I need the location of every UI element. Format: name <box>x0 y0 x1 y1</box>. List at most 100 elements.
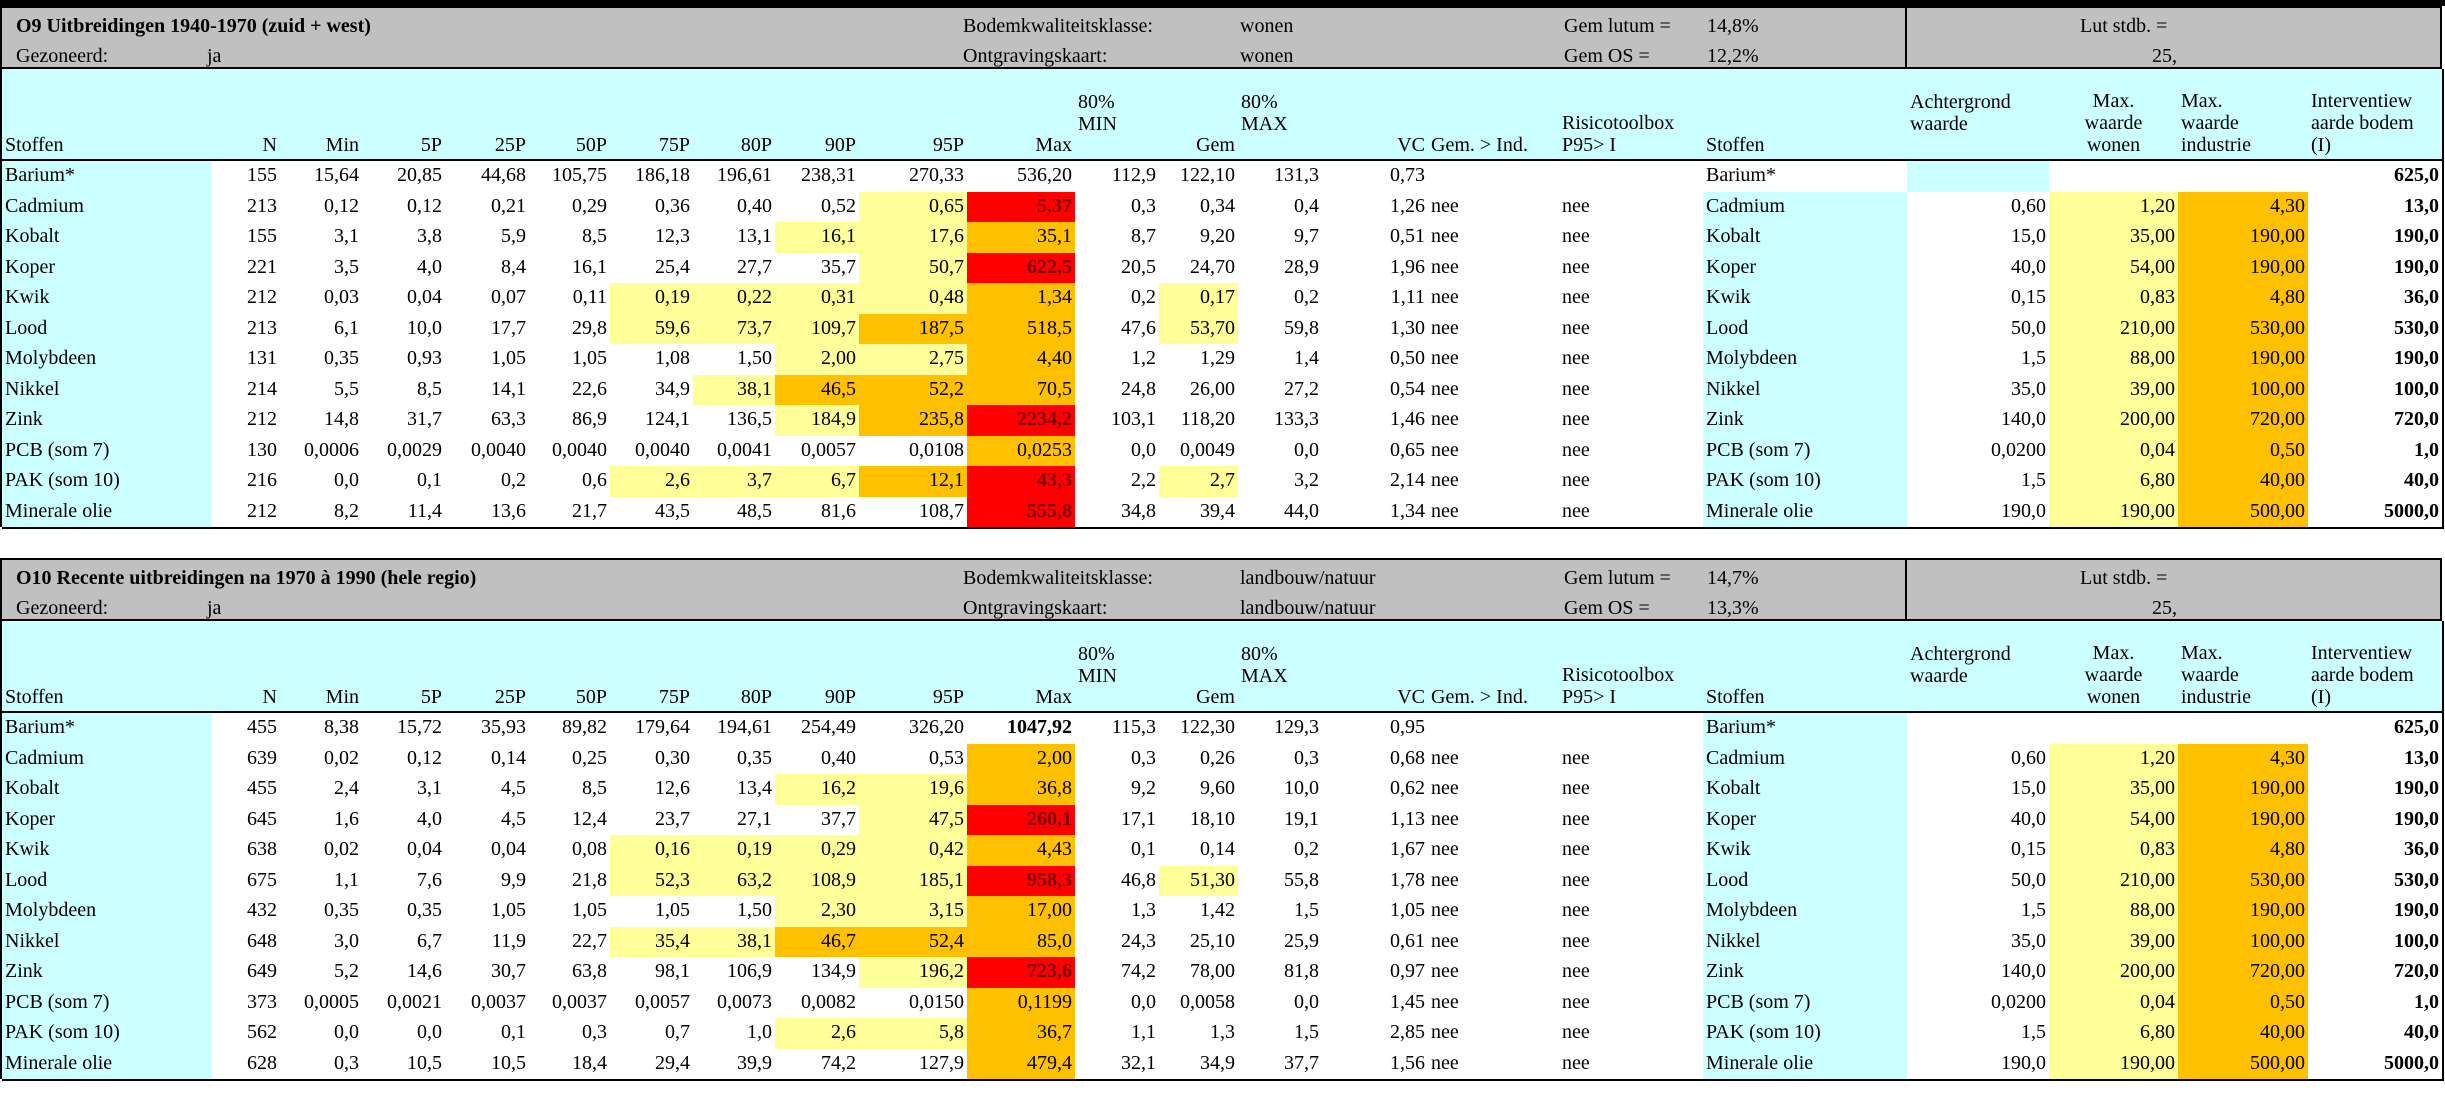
table-cell: 100,0 <box>2308 926 2444 959</box>
klasse: landbouw/natuur <box>1240 567 1376 589</box>
table-cell: nee <box>1428 774 1561 807</box>
table-cell: 25,10 <box>1159 926 1240 959</box>
table-cell: 16,1 <box>775 222 861 255</box>
table-cell: 0,04 <box>2049 987 2180 1020</box>
table-cell: 0,35 <box>280 896 364 929</box>
table-cell: 190,00 <box>2049 496 2180 529</box>
table-cell: Lood <box>1703 313 1909 346</box>
table-cell: 0,61 <box>1322 926 1430 959</box>
table-cell: 74,2 <box>775 1048 861 1081</box>
table-cell: 1,56 <box>1322 1048 1430 1081</box>
table-cell: 0,65 <box>859 191 969 224</box>
table-cell: 40,0 <box>1907 804 2051 837</box>
table-cell: 29,8 <box>529 313 612 346</box>
table-cell: 34,8 <box>1075 496 1161 529</box>
table-cell: 235,8 <box>859 405 969 438</box>
table-cell: Minerale olie <box>2 496 214 529</box>
table-cell: 63,2 <box>693 865 777 898</box>
table-cell: 1,34 <box>967 283 1077 316</box>
lutum: 14,8% <box>1707 15 1759 37</box>
table-cell: 213 <box>212 191 282 224</box>
table-cell: 35,7 <box>775 252 861 285</box>
table-cell: 23,7 <box>610 804 695 837</box>
table-cell: nee <box>1559 313 1705 346</box>
table-cell: 0,7 <box>610 1018 695 1051</box>
table-cell: 4,43 <box>967 835 1077 868</box>
divider <box>1905 560 1907 619</box>
table-cell: 190,00 <box>2178 774 2310 807</box>
table-cell: Kobalt <box>2 774 214 807</box>
table-cell: 1,1 <box>1075 1018 1161 1051</box>
table-cell: nee <box>1559 1018 1705 1051</box>
table-cell: 0,04 <box>362 835 447 868</box>
klasse-label: Bodemkwaliteitsklasse: <box>963 15 1153 37</box>
table-cell: 1,0 <box>693 1018 777 1051</box>
table-cell: 50,0 <box>1907 865 2051 898</box>
lut: 25, <box>2152 597 2177 619</box>
table-cell: 530,00 <box>2178 865 2310 898</box>
table-cell: 2,00 <box>967 743 1077 776</box>
table-cell: 0,3 <box>280 1048 364 1081</box>
table-cell: 625,0 <box>2308 161 2444 194</box>
summary-header: O9 Uitbreidingen 1940-1970 (zuid + west)… <box>0 6 2442 69</box>
table-cell: 0,0005 <box>280 987 364 1020</box>
table-cell: 2,00 <box>775 344 861 377</box>
table-cell: 46,8 <box>1075 865 1161 898</box>
table-cell: 1,20 <box>2049 743 2180 776</box>
table-cell: 649 <box>212 957 282 990</box>
table-cell: 129,3 <box>1238 713 1324 746</box>
table-cell: 190,0 <box>2308 896 2444 929</box>
table-cell: Zink <box>1703 405 1909 438</box>
table-cell: 4,0 <box>362 252 447 285</box>
table-cell: 6,7 <box>362 926 447 959</box>
table-cell <box>1559 713 1705 746</box>
table-cell: 1,26 <box>1322 191 1430 224</box>
lutum: 14,7% <box>1707 567 1759 589</box>
table-cell: nee <box>1428 987 1561 1020</box>
table-cell: nee <box>1559 222 1705 255</box>
table-cell: 6,7 <box>775 466 861 499</box>
lutum-label: Gem lutum = <box>1564 15 1671 37</box>
table-cell: PCB (som 7) <box>2 987 214 1020</box>
table-cell: 127,9 <box>859 1048 969 1081</box>
table-cell: 17,6 <box>859 222 969 255</box>
table-cell: 124,1 <box>610 405 695 438</box>
gezoneerd: ja <box>207 597 222 619</box>
table-cell: 133,3 <box>1238 405 1324 438</box>
table-cell: 9,9 <box>445 865 531 898</box>
table-cell: 4,30 <box>2178 191 2310 224</box>
os-label: Gem OS = <box>1564 45 1650 67</box>
table-cell: 0,1 <box>362 466 447 499</box>
table-cell: nee <box>1559 252 1705 285</box>
table-cell: 14,1 <box>445 374 531 407</box>
klasse: wonen <box>1240 15 1294 37</box>
table-cell: 625,0 <box>2308 713 2444 746</box>
table-cell: 518,5 <box>967 313 1077 346</box>
table-cell: 50,7 <box>859 252 969 285</box>
table-cell: 78,00 <box>1159 957 1240 990</box>
table-cell: 21,8 <box>529 865 612 898</box>
table-cell: 0,0058 <box>1159 987 1240 1020</box>
table-cell: 155 <box>212 161 282 194</box>
column-header: Max. waarde wonen <box>2049 69 2180 161</box>
table-cell: 34,9 <box>610 374 695 407</box>
table-cell: nee <box>1428 835 1561 868</box>
table-cell: 0,19 <box>693 835 777 868</box>
table-cell: 0,0 <box>280 1018 364 1051</box>
table-cell: 0,26 <box>1159 743 1240 776</box>
table-cell: 0,83 <box>2049 283 2180 316</box>
table-cell: 500,00 <box>2178 1048 2310 1081</box>
table-cell: 9,7 <box>1238 222 1324 255</box>
table-cell: 2234,2 <box>967 405 1077 438</box>
table-cell: 37,7 <box>775 804 861 837</box>
table-cell: 100,0 <box>2308 374 2444 407</box>
table-cell: nee <box>1559 283 1705 316</box>
table-cell: 122,30 <box>1159 713 1240 746</box>
table-cell: 10,0 <box>1238 774 1324 807</box>
table-cell: 0,40 <box>775 743 861 776</box>
table-cell: Molybdeen <box>2 344 214 377</box>
table-cell: 270,33 <box>859 161 969 194</box>
table-cell: 46,7 <box>775 926 861 959</box>
table-cell: 190,00 <box>2178 252 2310 285</box>
table-cell: PAK (som 10) <box>1703 466 1909 499</box>
